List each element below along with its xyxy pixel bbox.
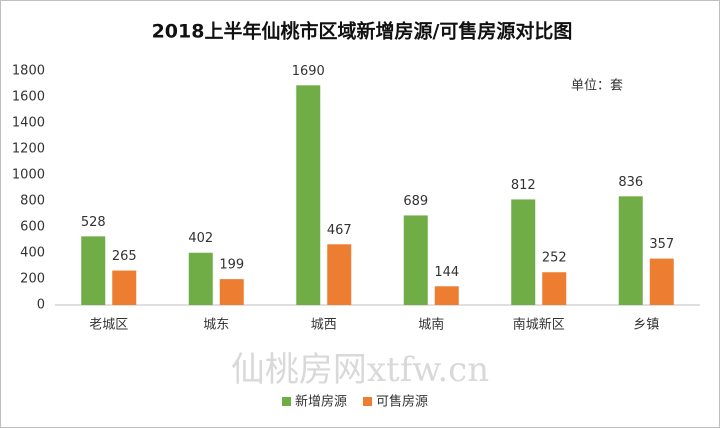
x-tick-label: 南城新区 [513, 317, 565, 333]
legend-swatch [282, 397, 291, 406]
legend-swatch [363, 397, 373, 406]
y-tick-label: 400 [20, 246, 45, 261]
y-tick-label: 800 [20, 194, 45, 209]
data-label: 252 [542, 251, 567, 266]
bar [327, 244, 352, 305]
legend-label: 可售房源 [376, 394, 428, 410]
y-tick-label: 600 [20, 220, 45, 235]
legend-label: 新增房源 [295, 394, 347, 410]
y-tick-label: 1200 [12, 142, 45, 157]
data-label: 528 [81, 215, 106, 230]
unit-annotation: 单位：套 [571, 78, 623, 94]
bar [112, 270, 137, 305]
data-label: 812 [511, 178, 536, 193]
bar [511, 199, 536, 305]
data-label: 836 [618, 175, 643, 190]
data-label: 689 [403, 194, 428, 209]
y-tick-label: 1000 [12, 168, 45, 183]
y-tick-label: 1800 [12, 64, 45, 79]
bar [188, 252, 213, 305]
data-label: 467 [327, 223, 352, 238]
bar [296, 85, 321, 305]
bar [219, 279, 244, 305]
x-tick-label: 城东 [203, 318, 229, 333]
y-tick-label: 1600 [12, 90, 45, 105]
bar [649, 258, 674, 305]
bar [618, 196, 643, 305]
bar [403, 215, 428, 305]
data-label: 265 [112, 249, 137, 264]
data-label: 199 [219, 258, 244, 273]
x-tick-label: 乡镇 [633, 318, 659, 333]
bar [81, 236, 106, 305]
x-tick-label: 老城区 [89, 318, 128, 333]
bar [542, 272, 567, 305]
y-tick-label: 0 [37, 298, 45, 313]
data-label: 402 [188, 231, 213, 246]
x-tick-label: 城西 [311, 318, 337, 333]
y-tick-label: 200 [20, 272, 45, 287]
bar [434, 286, 459, 305]
chart-title: 2018上半年仙桃市区域新增房源/可售房源对比图 [152, 20, 573, 43]
data-label: 144 [434, 265, 459, 280]
watermark: 仙桃房网xtfw.cn [231, 350, 489, 390]
data-label: 1690 [292, 64, 325, 79]
x-tick-label: 城南 [418, 317, 444, 333]
y-tick-label: 1400 [12, 116, 45, 131]
data-label: 357 [649, 237, 674, 252]
